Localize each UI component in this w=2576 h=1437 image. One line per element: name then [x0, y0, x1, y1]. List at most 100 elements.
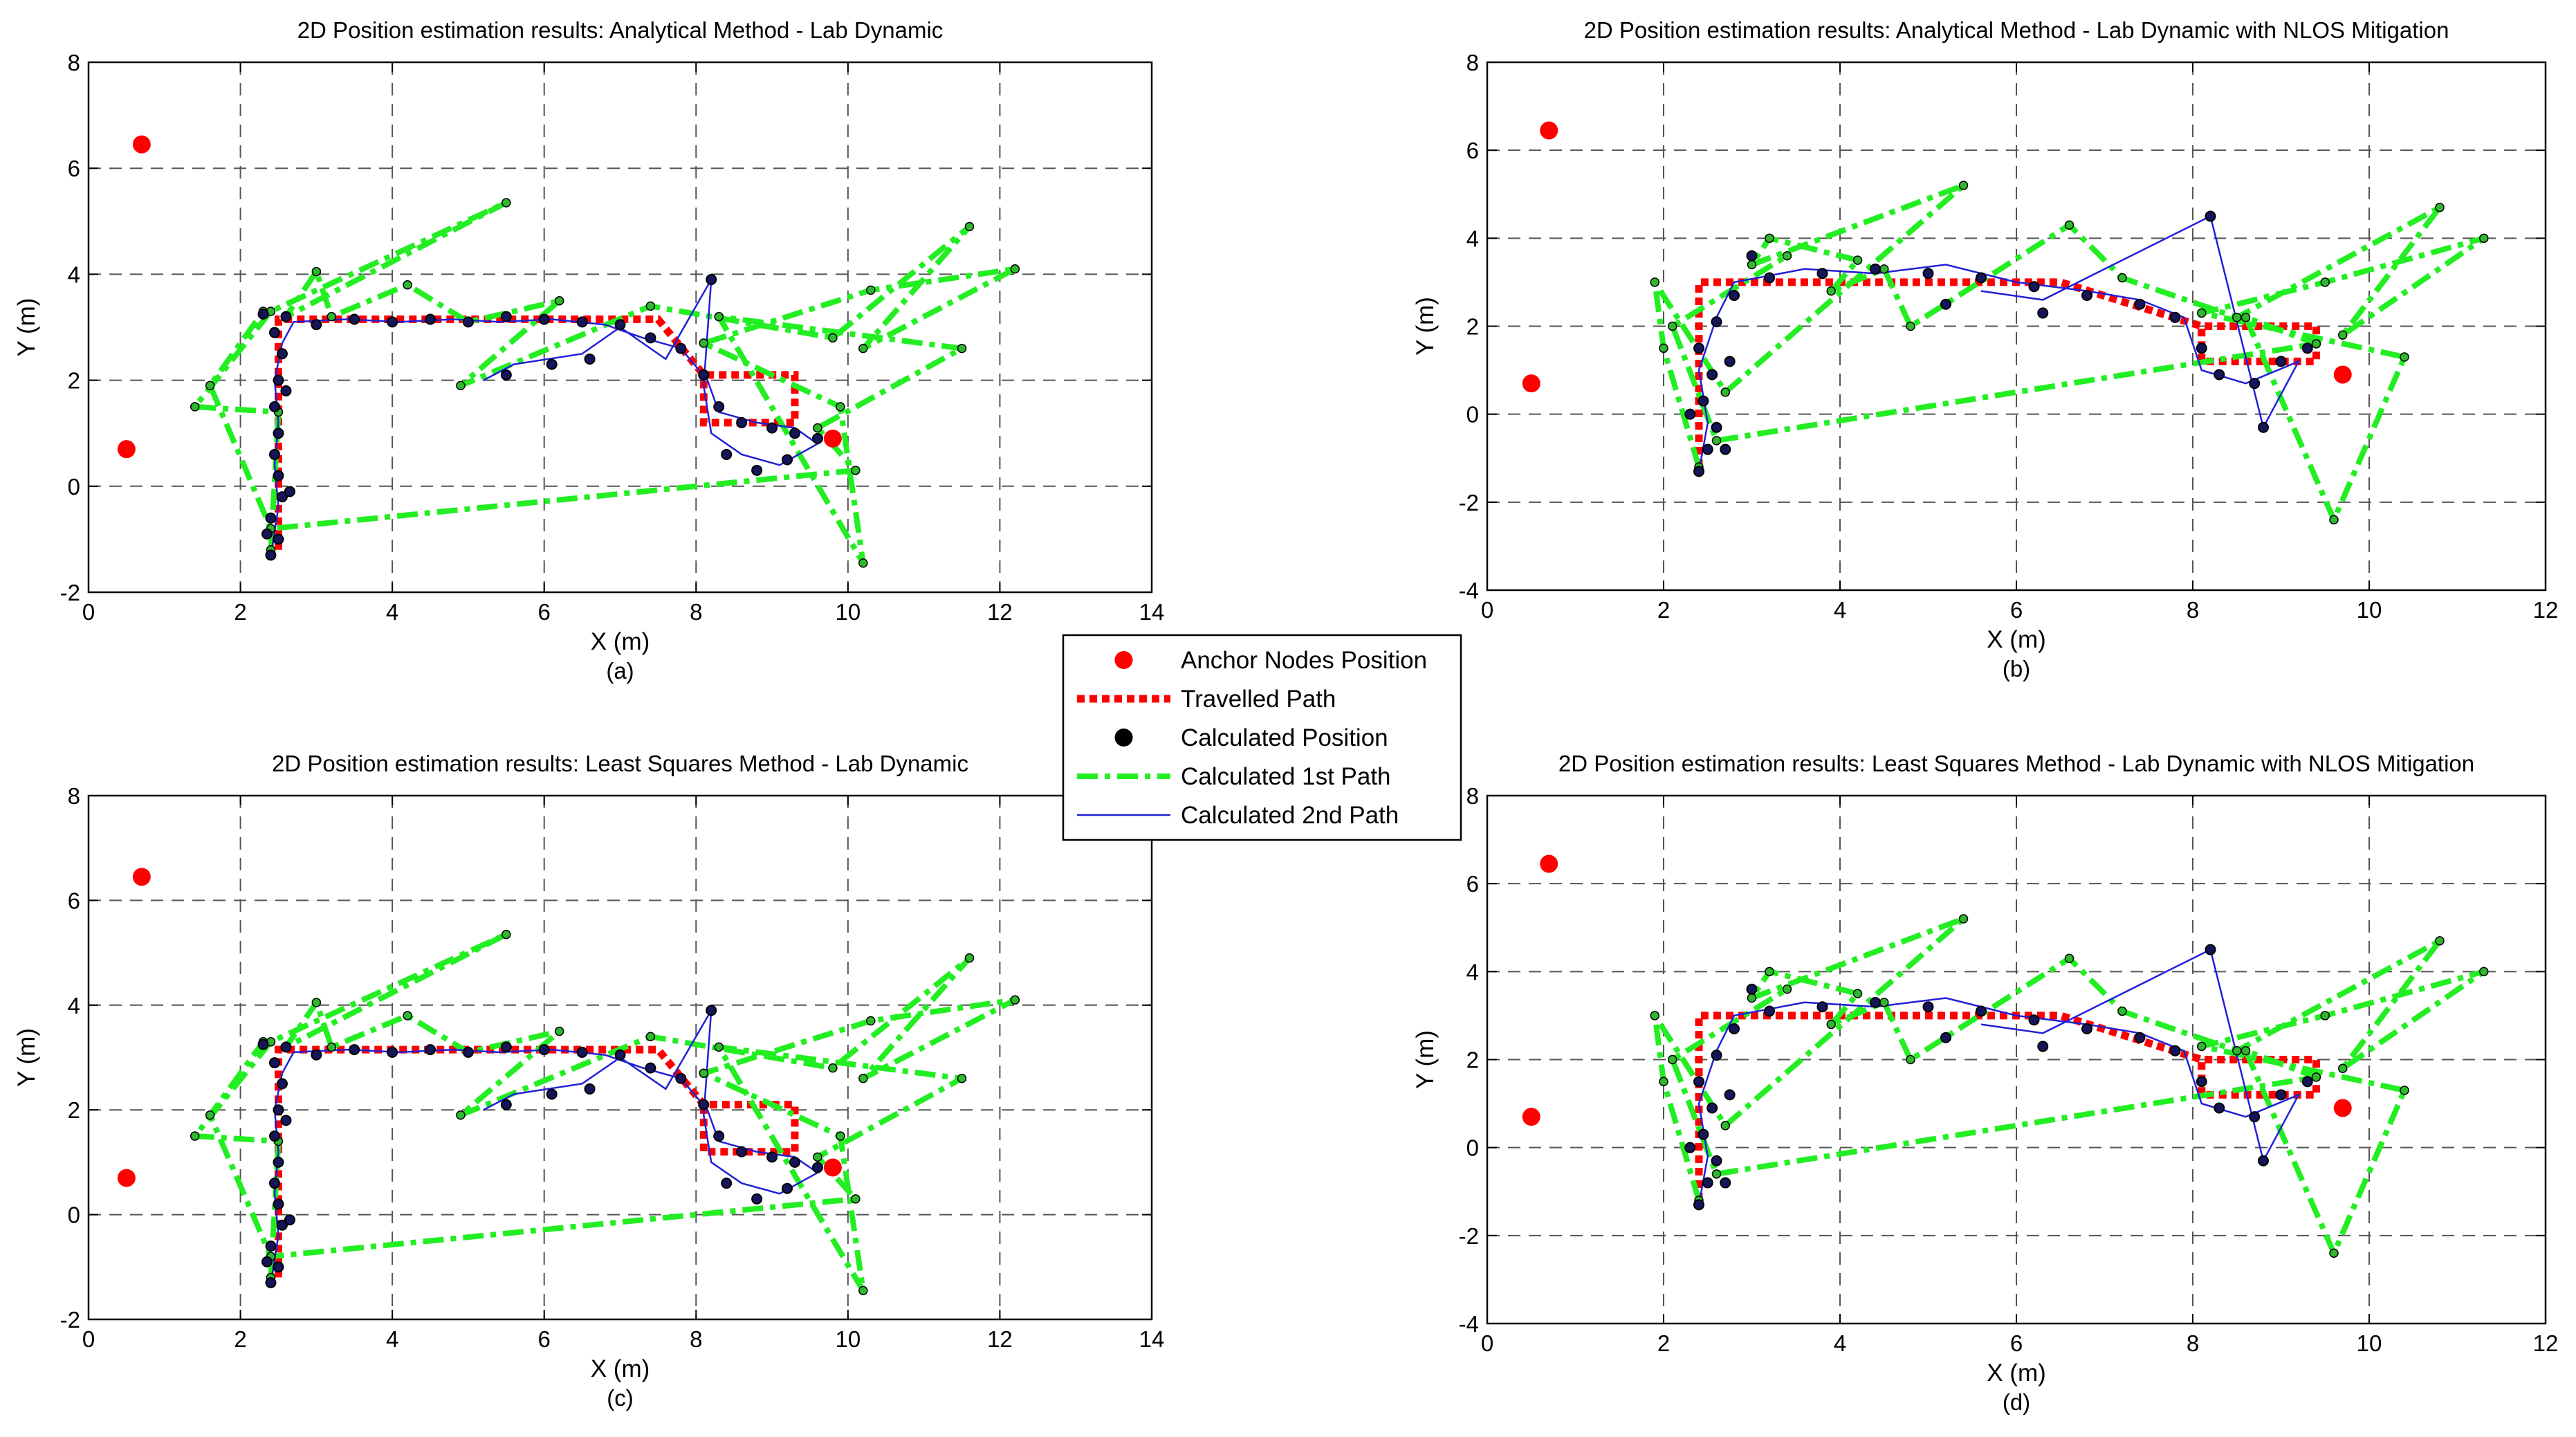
- calculated-position-point: [645, 332, 656, 344]
- x-tick-label: 12: [987, 599, 1013, 625]
- calculated-position-point: [425, 313, 436, 325]
- y-tick-label: 8: [68, 50, 80, 75]
- path1-vertex-marker: [866, 285, 876, 295]
- y-tick-label: -2: [60, 1307, 80, 1333]
- y-tick-label: 8: [68, 783, 80, 809]
- calculated-position-point: [280, 311, 292, 322]
- calculated-position-point: [713, 401, 725, 412]
- calculated-position-point: [1720, 1177, 1731, 1189]
- x-tick-label: 6: [538, 1326, 551, 1352]
- calculated-position-point: [1706, 1102, 1718, 1114]
- calculated-position-point: [1764, 272, 1775, 284]
- x-tick-label: 0: [1481, 597, 1493, 623]
- calculated-1st-path: [192, 931, 1018, 1294]
- path1-vertex-marker: [2320, 1011, 2330, 1020]
- y-tick-label: 0: [68, 1202, 80, 1228]
- x-tick-label: 14: [1139, 1326, 1165, 1352]
- x-tick-label: 0: [82, 599, 95, 625]
- calculated-position-point: [2196, 342, 2207, 354]
- subplot-b: 0 2 4 6 8 10 12 -4 -2 0 2 4 6 8 2D Position estimation…: [1412, 17, 2558, 681]
- path1-vertex-marker: [1852, 989, 1863, 998]
- path1-vertex-marker: [1906, 1054, 1915, 1065]
- path1-vertex-marker: [2479, 967, 2489, 977]
- chart-title: 2D Position estimation results: Analytic…: [1584, 17, 2449, 43]
- path1-vertex-marker: [2064, 220, 2074, 230]
- anchor-node-point: [1540, 121, 1558, 140]
- chart-title: 2D Position estimation results: Least Sq…: [1558, 751, 2474, 776]
- calculated-position-point: [789, 428, 801, 439]
- calculated-position-point: [1684, 1142, 1696, 1153]
- calculated-position-point: [1693, 1076, 1704, 1088]
- calculated-position-point: [1698, 395, 1709, 407]
- legend-label: Calculated Position: [1181, 724, 1388, 751]
- calculated-position-point: [273, 1104, 284, 1116]
- path1-vertex-marker: [403, 280, 412, 290]
- calculated-position-point: [1720, 443, 1731, 455]
- path1-vertex-marker: [1765, 967, 1774, 977]
- path1-vertex-marker: [1650, 277, 1659, 287]
- x-tick-label: 4: [1834, 597, 1846, 623]
- legend-label: Anchor Nodes Position: [1181, 647, 1427, 674]
- path1-vertex-marker: [2479, 233, 2489, 244]
- x-tick-label: 8: [2187, 1330, 2199, 1356]
- calculated-position-point: [675, 342, 687, 354]
- path1-vertex-marker: [1747, 993, 1757, 1003]
- path1-vertex-marker: [1782, 985, 1792, 994]
- x-tick-label: 0: [1481, 1330, 1493, 1356]
- path1-vertex-marker: [311, 266, 322, 277]
- x-axis-label: X (m): [591, 1355, 650, 1382]
- path1-vertex-marker: [2338, 330, 2348, 340]
- x-axis-label: X (m): [1987, 626, 2046, 653]
- anchor-node-point: [117, 440, 136, 459]
- path1-vertex-marker: [851, 466, 861, 475]
- x-tick-label: 14: [1139, 599, 1165, 625]
- calculated-position-point: [268, 327, 280, 338]
- subplot-caption: (b): [2003, 656, 2030, 681]
- calculated-position-point: [284, 1214, 295, 1226]
- path1-vertex-marker: [851, 1194, 861, 1204]
- path1-vertex-marker: [1010, 264, 1020, 274]
- x-tick-label: 10: [2357, 597, 2382, 623]
- calculated-1st-path: [1652, 183, 2487, 523]
- path1-vertex-marker: [645, 301, 656, 311]
- y-tick-label: 2: [68, 1097, 80, 1123]
- legend-label: Calculated 2nd Path: [1181, 802, 1399, 829]
- anchor-node-point: [2333, 365, 2352, 384]
- y-tick-label: 0: [68, 474, 80, 500]
- x-tick-label: 4: [1834, 1330, 1846, 1356]
- calculated-position-point: [1764, 1005, 1775, 1017]
- subplot-caption: (c): [607, 1385, 633, 1411]
- anchor-node-point: [1540, 854, 1558, 873]
- calculated-position-point: [645, 1062, 656, 1074]
- path1-vertex-marker: [1711, 436, 1722, 446]
- path1-vertex-marker: [1879, 264, 1889, 274]
- calculated-position-point: [1684, 408, 1696, 420]
- y-tick-label: 0: [1466, 402, 1479, 428]
- calculated-position-point: [2081, 1023, 2092, 1034]
- calculated-position-point: [462, 1046, 474, 1058]
- x-tick-label: 8: [690, 1326, 702, 1352]
- y-tick-label: 8: [1466, 50, 1479, 75]
- calculated-position-point: [273, 1198, 284, 1210]
- y-axis-label: Y (m): [1412, 1030, 1439, 1089]
- path1-vertex-marker: [1852, 255, 1863, 265]
- path1-vertex-marker: [326, 1042, 337, 1052]
- calculated-position-point: [349, 313, 360, 325]
- path1-vertex-marker: [2311, 1072, 2321, 1082]
- calculated-position-point: [706, 274, 717, 286]
- x-tick-label: 4: [386, 1326, 398, 1352]
- anchor-node-point: [2333, 1099, 2352, 1117]
- calculated-1st-path: [192, 200, 1018, 566]
- path1-vertex-marker: [2197, 1041, 2207, 1052]
- path1-vertex-marker: [1010, 995, 1020, 1005]
- path1-vertex-marker: [1782, 251, 1792, 261]
- calculated-position-point: [1724, 356, 1736, 367]
- axes-frame: [87, 61, 1153, 594]
- legend-label: Travelled Path: [1181, 686, 1336, 713]
- path1-vertex-marker: [1879, 998, 1889, 1007]
- x-tick-label: 4: [386, 599, 398, 625]
- calculated-position-point: [276, 491, 288, 503]
- calculated-position-point: [789, 1156, 801, 1168]
- y-tick-label: -4: [1459, 578, 1479, 603]
- calculated-position-point: [698, 1099, 710, 1110]
